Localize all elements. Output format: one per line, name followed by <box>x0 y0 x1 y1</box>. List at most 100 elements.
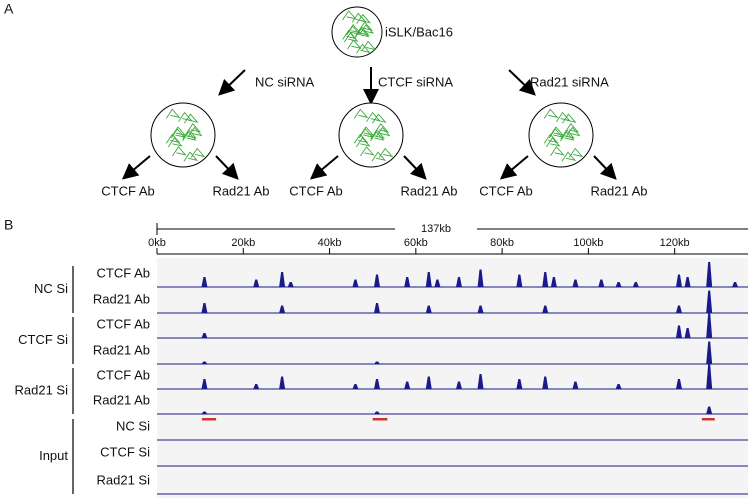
cell-texture <box>374 123 390 134</box>
signal-peak <box>434 279 441 287</box>
panel-label: A <box>4 1 14 17</box>
cell-texture <box>543 108 559 119</box>
group-label: Input <box>39 448 68 463</box>
track-label: Rad21 Si <box>97 472 151 487</box>
cell-texture <box>172 146 187 157</box>
signal-peak <box>279 376 286 389</box>
cell-texture <box>343 32 359 43</box>
arrow <box>218 69 246 96</box>
signal-peak <box>279 272 286 287</box>
cell-texture <box>342 29 357 40</box>
treatment-label: Rad21 siRNA <box>530 74 609 89</box>
group-label: CTCF Si <box>18 332 68 347</box>
cell-texture <box>356 13 372 24</box>
ruler-span-label: 137kb <box>421 223 451 235</box>
ruler-tick-label: 120kb <box>660 237 690 249</box>
signal-peak <box>201 303 208 313</box>
ruler-tick-label: 80kb <box>490 237 514 249</box>
cell-texture <box>187 126 203 137</box>
signal-peak <box>706 290 713 313</box>
signal-peak <box>201 361 208 364</box>
region-bar <box>372 418 388 421</box>
root-label: iSLK/Bac16 <box>385 24 453 39</box>
cell-texture <box>360 146 375 157</box>
signal-peak <box>455 381 462 389</box>
cell-texture <box>561 151 577 162</box>
signal-peak <box>477 305 484 313</box>
cell-texture <box>543 133 559 144</box>
cell <box>331 6 383 58</box>
signal-peak <box>732 282 739 287</box>
ruler-tick-label: 100kb <box>573 237 603 249</box>
cell-texture <box>565 126 581 137</box>
signal-peak <box>477 269 484 287</box>
signal-peak <box>287 282 294 287</box>
signal-peak <box>542 305 549 313</box>
group-label: Rad21 Si <box>15 382 69 397</box>
track-label: CTCF Ab <box>97 265 150 280</box>
panel-label: B <box>4 217 13 233</box>
track-label: NC Si <box>116 418 150 433</box>
signal-peak <box>572 279 579 287</box>
signal-peak <box>425 305 432 313</box>
signal-peak <box>675 274 682 287</box>
signal-peak <box>675 379 682 389</box>
signal-peak <box>706 341 713 364</box>
arrow <box>508 69 536 96</box>
antibody-label: CTCF Ab <box>479 183 532 198</box>
cell-texture <box>165 133 181 144</box>
cell-texture <box>186 123 202 134</box>
signal-peak <box>425 376 432 389</box>
signal-peak <box>706 262 713 287</box>
cell-texture <box>370 131 385 142</box>
signal-peak <box>675 325 682 338</box>
cell-texture <box>564 123 580 134</box>
track-label: CTCF Ab <box>97 367 150 382</box>
antibody-label: CTCF Ab <box>101 183 154 198</box>
signal-peak <box>253 384 260 389</box>
cell-texture <box>183 151 199 162</box>
signal-peak <box>201 411 208 414</box>
cell-texture <box>358 128 374 139</box>
signal-peak <box>404 277 411 287</box>
signal-peak <box>684 328 691 338</box>
arrow <box>403 155 427 180</box>
antibody-label: Rad21 Ab <box>590 183 647 198</box>
cell-texture <box>353 133 369 144</box>
arrow <box>593 155 617 180</box>
signal-peak <box>404 381 411 389</box>
track-label: Rad21 Ab <box>93 392 150 407</box>
signal-peak <box>615 384 622 389</box>
signal-peak <box>598 279 605 287</box>
antibody-label: Rad21 Ab <box>212 183 269 198</box>
arrow <box>309 155 339 180</box>
cell-texture <box>375 126 391 137</box>
cell-texture <box>378 147 394 158</box>
signal-peak <box>201 379 208 389</box>
signal-peak <box>253 279 260 287</box>
signal-peak <box>374 379 381 389</box>
cell-texture <box>347 39 362 50</box>
region-bar <box>201 418 217 421</box>
antibody-label: CTCF Ab <box>289 183 342 198</box>
cell <box>528 102 594 168</box>
group-label: NC Si <box>34 281 68 296</box>
signal-peak <box>374 361 381 364</box>
signal-peak <box>425 272 432 287</box>
cell-texture <box>359 24 375 35</box>
cell-texture <box>353 108 369 119</box>
cell-texture <box>171 126 187 137</box>
cell-texture <box>550 146 565 157</box>
cell-texture <box>356 43 371 54</box>
signal-peak <box>516 274 523 287</box>
cell-texture <box>342 10 357 21</box>
cell-texture <box>549 126 565 137</box>
cell-texture <box>190 147 206 158</box>
cell-texture <box>165 108 181 119</box>
signal-peak <box>550 277 557 287</box>
cell-texture <box>372 113 387 124</box>
cell-texture <box>170 128 186 139</box>
treatment-label: NC siRNA <box>255 74 315 89</box>
cell-texture <box>346 23 362 34</box>
